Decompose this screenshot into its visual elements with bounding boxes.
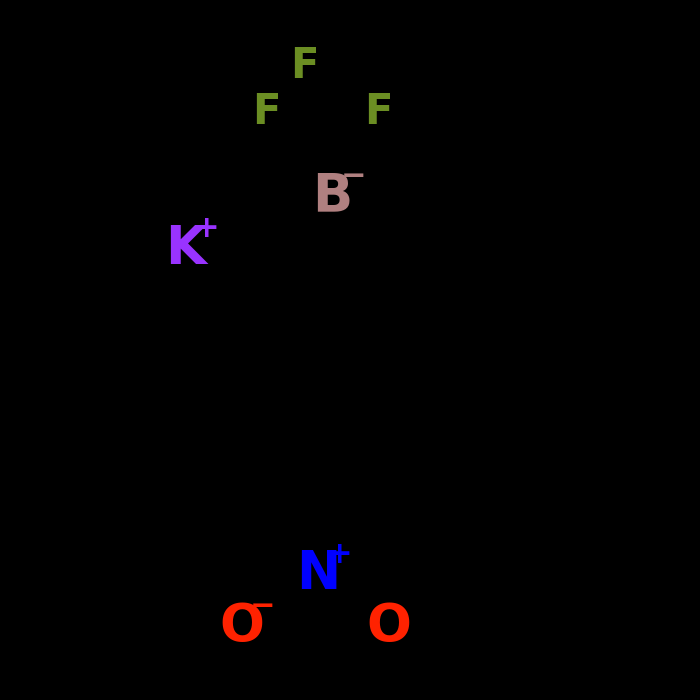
- Text: F: F: [290, 46, 318, 88]
- Text: −: −: [341, 162, 366, 191]
- Text: K: K: [165, 223, 206, 274]
- Text: O: O: [219, 601, 264, 652]
- Text: B: B: [312, 170, 353, 222]
- Text: F: F: [364, 91, 392, 133]
- Text: +: +: [327, 540, 352, 569]
- Text: −: −: [250, 592, 275, 622]
- Text: N: N: [296, 548, 341, 600]
- Text: F: F: [252, 91, 280, 133]
- Text: +: +: [194, 214, 219, 244]
- Text: O: O: [366, 601, 411, 652]
